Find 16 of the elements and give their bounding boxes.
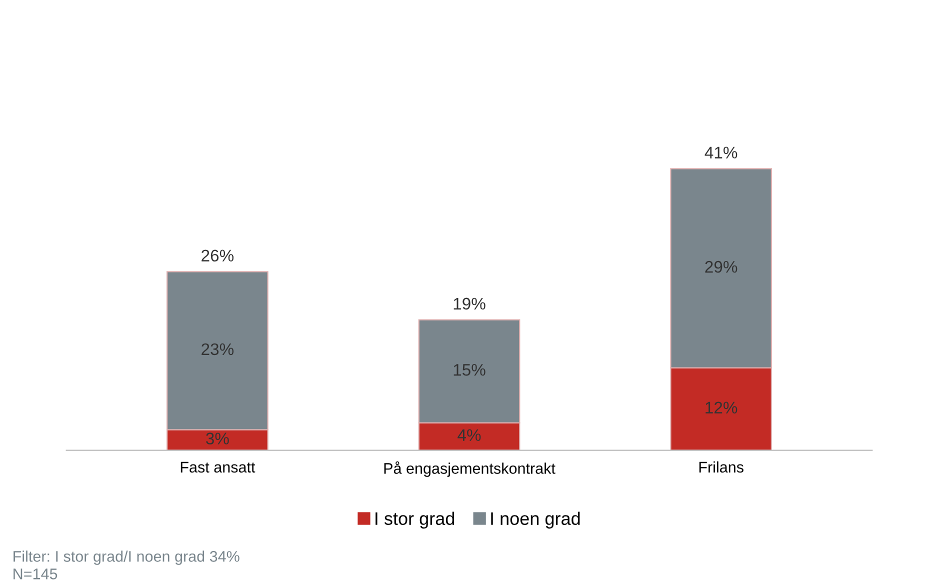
data-label: 12% — [706, 402, 738, 414]
total-label: 41% — [704, 146, 738, 158]
legend-label: I stor grad — [376, 512, 454, 529]
x-tick-label: Fast ansatt — [180, 462, 256, 473]
x-tick-label: Frilans — [699, 461, 744, 473]
text: N=145 — [14, 568, 58, 580]
total-label: 19% — [454, 298, 486, 310]
x-tick-label: På engasjementskontrakt — [384, 461, 556, 477]
data-label: 15% — [454, 364, 486, 376]
total-label: 26% — [202, 250, 234, 262]
legend-label: I noen grad — [491, 512, 580, 529]
data-label: 4% — [458, 429, 481, 441]
text: Filter: I stor grad/I noen grad 34% — [14, 550, 240, 565]
data-label: 23% — [202, 343, 234, 356]
data-label: 3% — [206, 432, 229, 444]
data-label: 29% — [705, 260, 738, 273]
